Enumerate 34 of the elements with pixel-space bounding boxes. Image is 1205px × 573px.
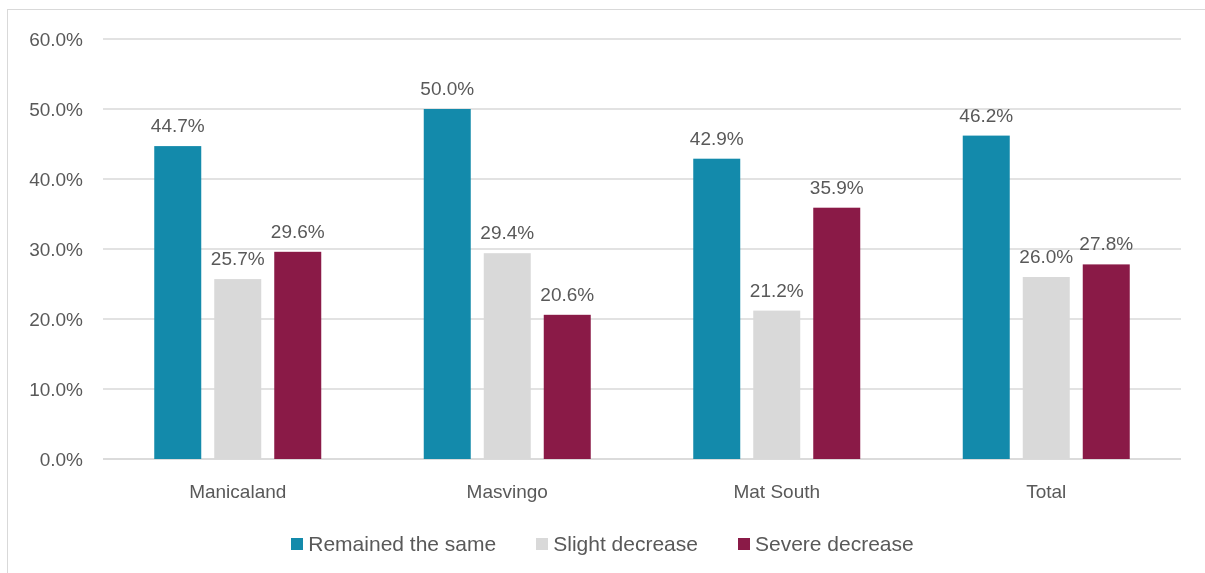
- data-label: 25.7%: [210, 248, 265, 270]
- data-label: 29.6%: [270, 220, 325, 242]
- x-tick-label: Mat South: [733, 480, 821, 502]
- y-tick-label: 0.0%: [39, 448, 84, 470]
- x-tick-label: Manicaland: [189, 480, 287, 502]
- x-tick-label: Masvingo: [466, 480, 548, 502]
- y-tick-label: 10.0%: [29, 378, 84, 400]
- legend-label: Remained the same: [308, 531, 497, 557]
- bar: [154, 146, 202, 459]
- x-tick-label: Total: [1026, 480, 1067, 502]
- bar: [274, 251, 322, 459]
- bar: [693, 158, 741, 459]
- data-label: 21.2%: [749, 279, 804, 301]
- bar: [813, 207, 861, 459]
- legend-label: Severe decrease: [754, 531, 914, 557]
- data-label: 50.0%: [420, 78, 475, 99]
- data-label: 35.9%: [809, 176, 864, 198]
- data-label: 29.4%: [480, 222, 535, 244]
- data-label: 27.8%: [1079, 233, 1134, 255]
- y-tick-label: 60.0%: [29, 28, 84, 50]
- data-label: 20.6%: [540, 283, 595, 305]
- bar: [543, 314, 591, 459]
- bar: [962, 135, 1010, 459]
- y-tick-label: 40.0%: [29, 168, 84, 190]
- y-tick-label: 20.0%: [29, 308, 84, 330]
- data-label: 26.0%: [1019, 246, 1074, 267]
- legend-label: Slight decrease: [553, 531, 698, 557]
- bar: [423, 109, 471, 459]
- bar: [1082, 264, 1130, 459]
- data-label: 44.7%: [150, 115, 205, 137]
- data-label: 46.2%: [959, 104, 1014, 126]
- y-tick-label: 30.0%: [29, 238, 84, 260]
- data-label: 42.9%: [689, 127, 744, 149]
- y-tick-label: 50.0%: [29, 98, 84, 120]
